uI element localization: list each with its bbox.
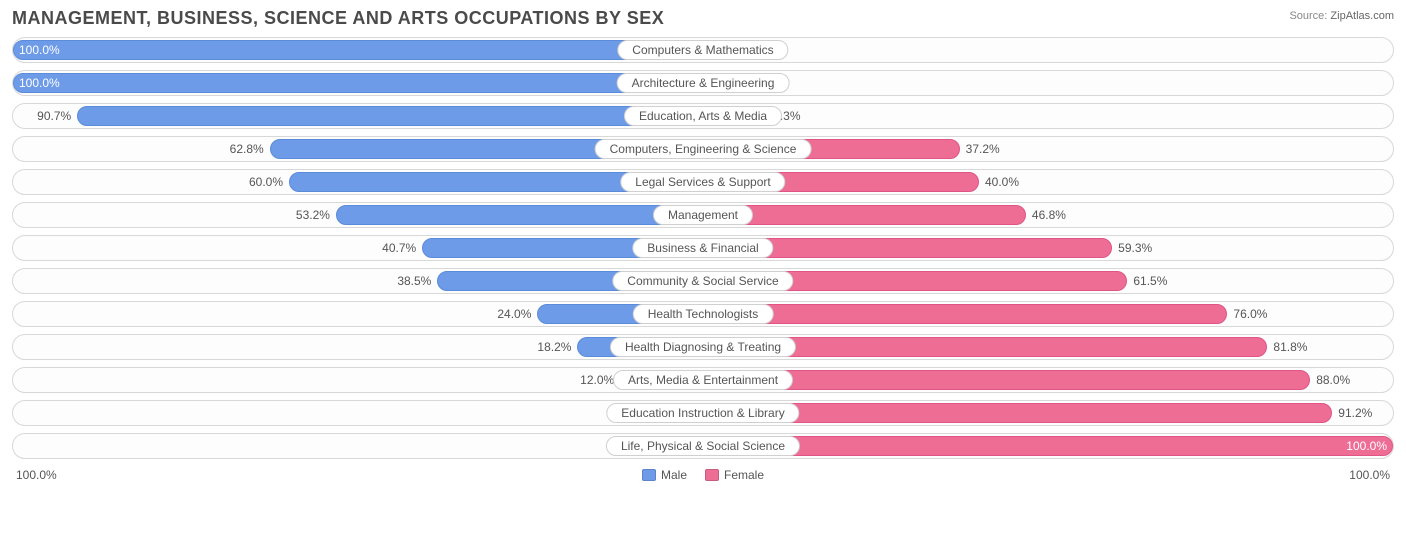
- male-half: 12.0%: [13, 368, 703, 392]
- male-value-label: 90.7%: [37, 109, 71, 123]
- female-half: 88.0%: [703, 368, 1393, 392]
- female-value-label: 81.8%: [1273, 340, 1307, 354]
- chart-row: 90.7% 9.3%Education, Arts & Media: [12, 103, 1394, 129]
- category-label: Education Instruction & Library: [606, 403, 799, 423]
- legend-label-female: Female: [724, 468, 764, 482]
- source-value: ZipAtlas.com: [1330, 10, 1394, 22]
- male-half: 24.0%: [13, 302, 703, 326]
- male-value-label: 60.0%: [249, 175, 283, 189]
- male-half: 100.0%: [13, 38, 703, 62]
- chart-header: MANAGEMENT, BUSINESS, SCIENCE AND ARTS O…: [12, 8, 1394, 29]
- category-label: Computers, Engineering & Science: [595, 139, 812, 159]
- male-bar: [336, 205, 703, 225]
- category-label: Community & Social Service: [612, 271, 793, 291]
- chart-row: 24.0% 76.0% Health Technologists: [12, 301, 1394, 327]
- chart-title: MANAGEMENT, BUSINESS, SCIENCE AND ARTS O…: [12, 8, 664, 29]
- female-half: 0.0%: [703, 38, 1393, 62]
- chart-row: 0.0% 100.0% Life, Physical & Social Scienc…: [12, 433, 1394, 459]
- male-value-label: 40.7%: [382, 241, 416, 255]
- category-label: Life, Physical & Social Science: [606, 436, 800, 456]
- female-bar: [703, 370, 1310, 390]
- female-value-label: 61.5%: [1133, 274, 1167, 288]
- category-label: Computers & Mathematics: [617, 40, 788, 60]
- category-label: Business & Financial: [632, 238, 773, 258]
- male-half: 40.7%: [13, 236, 703, 260]
- male-half: 18.2%: [13, 335, 703, 359]
- male-half: 0.0%: [13, 434, 703, 458]
- male-bar: [13, 40, 703, 60]
- category-label: Health Diagnosing & Treating: [610, 337, 796, 357]
- male-bar: [13, 73, 703, 93]
- category-label: Arts, Media & Entertainment: [613, 370, 793, 390]
- male-value-label: 100.0%: [19, 76, 60, 90]
- male-half: 38.5%: [13, 269, 703, 293]
- female-value-label: 37.2%: [966, 142, 1000, 156]
- chart-row: 12.0% 88.0% Arts, Media & Entertainment: [12, 367, 1394, 393]
- female-value-label: 88.0%: [1316, 373, 1350, 387]
- male-half: 90.7%: [13, 104, 703, 128]
- female-value-label: 91.2%: [1338, 406, 1372, 420]
- female-half: 100.0%: [703, 434, 1393, 458]
- chart-row: 40.7% 59.3% Business & Financial: [12, 235, 1394, 261]
- female-half: 91.2%: [703, 401, 1393, 425]
- legend: Male Female: [12, 468, 1394, 482]
- category-label: Legal Services & Support: [620, 172, 785, 192]
- female-half: 40.0%: [703, 170, 1393, 194]
- female-half: 81.8%: [703, 335, 1393, 359]
- chart-row: 8.8% 91.2% Education Instruction & Library: [12, 400, 1394, 426]
- female-bar: [703, 304, 1227, 324]
- chart-row: 18.2% 81.8% Health Diagnosing & Treating: [12, 334, 1394, 360]
- legend-swatch-male: [642, 469, 656, 481]
- category-label: Management: [653, 205, 753, 225]
- chart-row: 100.0% 0.0%Computers & Mathematics: [12, 37, 1394, 63]
- female-value-label: 59.3%: [1118, 241, 1152, 255]
- male-half: 100.0%: [13, 71, 703, 95]
- legend-item-male: Male: [642, 468, 687, 482]
- chart-row: 60.0% 40.0% Legal Services & Support: [12, 169, 1394, 195]
- category-label: Health Technologists: [633, 304, 774, 324]
- category-label: Education, Arts & Media: [624, 106, 782, 126]
- female-half: 46.8%: [703, 203, 1393, 227]
- legend-item-female: Female: [705, 468, 764, 482]
- male-value-label: 62.8%: [230, 142, 264, 156]
- male-value-label: 53.2%: [296, 208, 330, 222]
- female-value-label: 76.0%: [1233, 307, 1267, 321]
- chart-row: 53.2% 46.8% Management: [12, 202, 1394, 228]
- diverging-bar-chart: 100.0%0.0%Computers & Mathematics100.0%0…: [12, 37, 1394, 459]
- female-half: 61.5%: [703, 269, 1393, 293]
- chart-source: Source: ZipAtlas.com: [1289, 8, 1394, 22]
- male-value-label: 38.5%: [397, 274, 431, 288]
- female-half: 76.0%: [703, 302, 1393, 326]
- legend-swatch-female: [705, 469, 719, 481]
- chart-row: 100.0% 0.0%Architecture & Engineering: [12, 70, 1394, 96]
- male-value-label: 12.0%: [580, 373, 614, 387]
- category-label: Architecture & Engineering: [617, 73, 790, 93]
- male-value-label: 100.0%: [19, 43, 60, 57]
- female-value-label: 46.8%: [1032, 208, 1066, 222]
- source-label: Source:: [1289, 10, 1327, 22]
- chart-row: 38.5% 61.5% Community & Social Service: [12, 268, 1394, 294]
- legend-label-male: Male: [661, 468, 687, 482]
- chart-row: 62.8% 37.2% Computers, Engineering & Scien…: [12, 136, 1394, 162]
- axis-right-label: 100.0%: [1349, 468, 1390, 482]
- female-bar: [703, 436, 1393, 456]
- male-half: 8.8%: [13, 401, 703, 425]
- female-half: 9.3%: [703, 104, 1393, 128]
- male-bar: [77, 106, 703, 126]
- male-value-label: 24.0%: [497, 307, 531, 321]
- male-half: 53.2%: [13, 203, 703, 227]
- male-value-label: 18.2%: [537, 340, 571, 354]
- female-half: 0.0%: [703, 71, 1393, 95]
- female-value-label: 100.0%: [1346, 439, 1387, 453]
- male-half: 60.0%: [13, 170, 703, 194]
- axis-left-label: 100.0%: [16, 468, 57, 482]
- female-half: 59.3%: [703, 236, 1393, 260]
- female-value-label: 40.0%: [985, 175, 1019, 189]
